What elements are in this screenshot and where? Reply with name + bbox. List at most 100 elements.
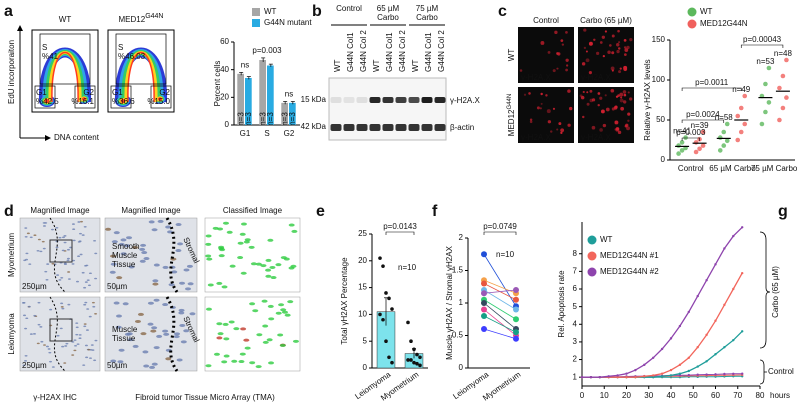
nucleus [87, 348, 91, 351]
column-label: Classified Image [223, 206, 283, 215]
point [384, 291, 388, 295]
nucleus [216, 336, 223, 340]
nucleus [231, 359, 238, 363]
foci [585, 50, 588, 53]
point [381, 317, 385, 322]
row-main: MED12 [507, 109, 516, 136]
nucleus [124, 244, 131, 248]
title-main: WT [59, 15, 72, 24]
foci [627, 119, 630, 122]
foci [581, 62, 586, 66]
nucleus [178, 308, 185, 312]
foci [619, 67, 622, 70]
nucleus [63, 262, 67, 265]
y-axis-label: Percent cells [213, 61, 222, 107]
nucleus [105, 227, 112, 231]
footer-label: γ-H2AX IHC [33, 393, 77, 402]
y-tick-label: 1 [573, 372, 578, 381]
nucleus [151, 228, 158, 232]
nucleus [29, 236, 33, 239]
row-label: WT [507, 49, 516, 62]
foci [623, 93, 627, 97]
foci [593, 38, 596, 42]
nucleus [186, 264, 193, 268]
point [759, 121, 765, 127]
foci [620, 96, 623, 99]
protein-label: β-actin [450, 123, 474, 132]
point [780, 105, 786, 111]
foci [547, 50, 551, 54]
foci [629, 38, 633, 42]
point [714, 353, 717, 356]
point [513, 306, 519, 313]
nucleus [58, 279, 62, 281]
nucleus [81, 234, 85, 236]
nucleus [248, 245, 255, 249]
title-sup: G44N [145, 13, 163, 20]
foci [616, 49, 620, 54]
nucleus [237, 256, 244, 260]
group-label: 75 µM [416, 4, 439, 13]
nucleus [223, 354, 230, 358]
nucleus [115, 325, 122, 329]
point [580, 375, 584, 379]
point [513, 296, 519, 303]
nucleus [183, 268, 190, 272]
nucleus [207, 283, 214, 287]
nucleus [150, 329, 157, 333]
x-axis-label: hours [770, 391, 790, 400]
row-label: Leiomyoma [7, 313, 16, 355]
point [678, 372, 682, 375]
nucleus [64, 345, 68, 347]
y-tick-label: 5 [363, 336, 368, 345]
nucleus [46, 263, 50, 265]
column-label: Control [533, 16, 559, 25]
nucleus [279, 343, 286, 347]
pair-line [483, 289, 517, 294]
gate-label: G1 [36, 88, 47, 97]
lane-label: G44N Col1 [346, 32, 355, 72]
gate [150, 85, 172, 109]
foci [529, 118, 533, 121]
density [82, 97, 86, 101]
series-line [582, 272, 743, 378]
foci [552, 69, 556, 73]
point [616, 374, 619, 377]
foci [528, 92, 531, 95]
nucleus [176, 358, 183, 362]
lane-label: G44N Col1 [385, 32, 394, 72]
nucleus [250, 262, 257, 266]
nucleus [265, 274, 272, 278]
point [732, 338, 735, 342]
stromal-border [165, 296, 179, 372]
foci [623, 53, 627, 56]
lane-label: G44N Col1 [424, 32, 433, 72]
nucleus [139, 247, 146, 251]
panel-letter: g [778, 203, 788, 220]
stain-label: γ-H2A.X [581, 133, 611, 142]
foci [617, 130, 622, 135]
nucleus [153, 346, 160, 350]
bar [267, 65, 274, 125]
band [434, 97, 446, 103]
point [669, 337, 673, 340]
point [384, 339, 388, 344]
annotation: ns [241, 61, 249, 70]
region-label: Muscle [112, 251, 138, 260]
density [51, 52, 79, 103]
point [634, 368, 637, 372]
point [784, 57, 789, 63]
nucleus [50, 228, 54, 231]
foci [547, 120, 552, 124]
nucleus [39, 250, 43, 253]
y-tick-label: 10 [358, 310, 367, 319]
foci [536, 106, 540, 110]
nucleus [140, 332, 147, 336]
nucleus [142, 350, 149, 354]
point [721, 143, 727, 148]
point [741, 226, 744, 229]
lane-label: WT [411, 59, 420, 72]
lane-label: G44N Col 2 [437, 30, 446, 72]
y-tick-label: 1 [459, 298, 464, 307]
